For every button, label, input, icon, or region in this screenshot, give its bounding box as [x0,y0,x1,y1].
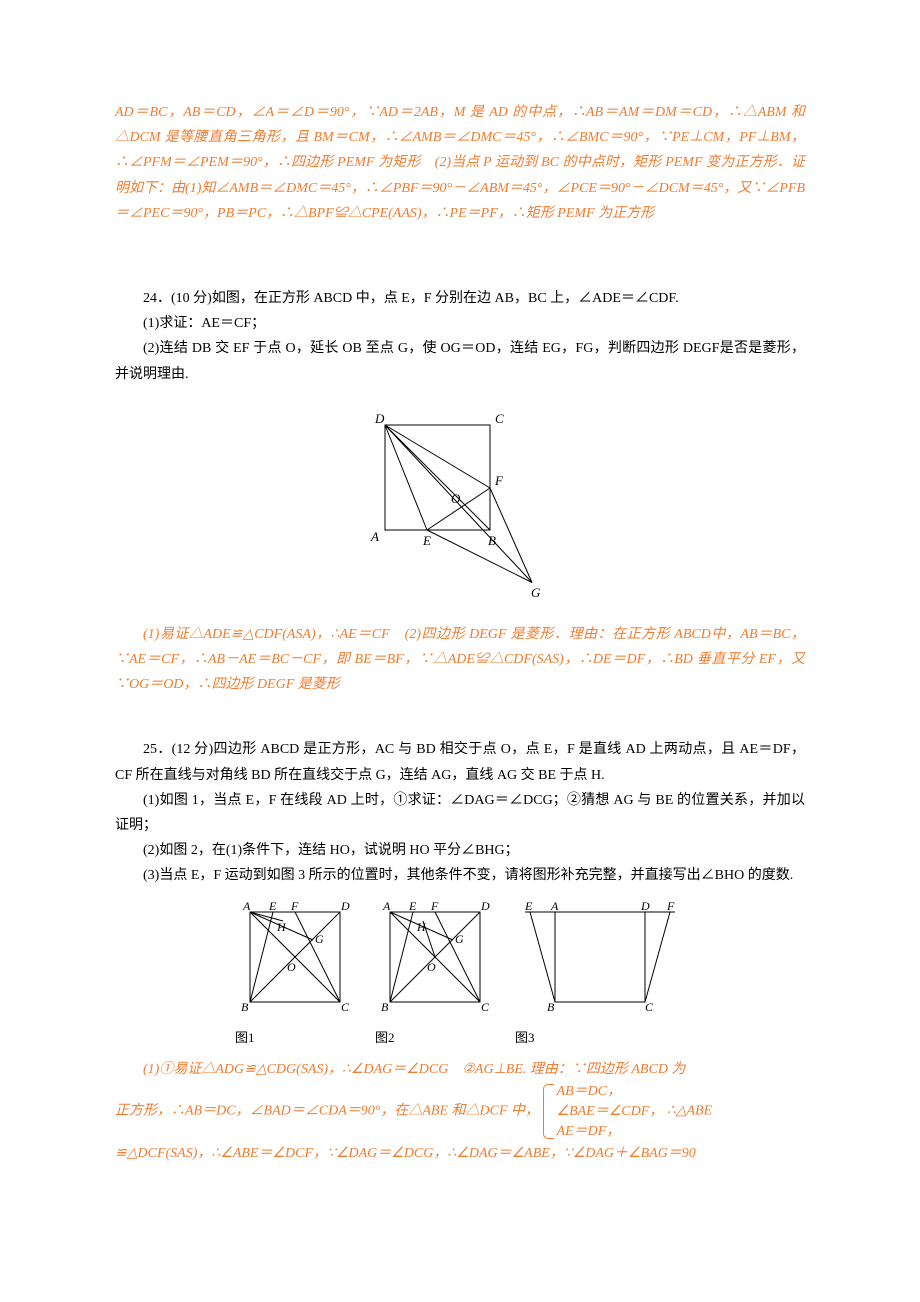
svg-text:B: B [241,1000,249,1014]
spacer-1 [115,226,805,286]
svg-text:C: C [495,411,504,426]
svg-text:E: E [268,899,277,913]
q25-fig2-svg: A E F D B C O G H [375,897,495,1017]
q25-cases: AB＝DC， ∠BAE＝∠CDF， AE＝DF， [543,1082,664,1141]
svg-text:F: F [290,899,299,913]
svg-text:C: C [645,1000,654,1014]
q25-fig3-svg: E A D F B C [515,897,685,1017]
svg-text:B: B [488,533,496,548]
q25-header: 25．(12 分)四边形 ABCD 是正方形，AC 与 BD 相交于点 O，点 … [115,737,805,787]
q25-solution-p2b: ∴△ABE [667,1104,712,1119]
svg-text:D: D [340,899,350,913]
q25-fig2-container: A E F D B C O G H 图2 [375,897,495,1050]
q25-fig3-container: E A D F B C 图3 [515,897,685,1050]
svg-text:C: C [341,1000,350,1014]
q24-header: 24．(10 分)如图，在正方形 ABCD 中，点 E，F 分别在边 AB，BC… [115,286,805,311]
q25-case-2: ∠BAE＝∠CDF， [557,1102,664,1122]
svg-text:D: D [374,411,385,426]
svg-text:A: A [370,529,379,544]
svg-text:E: E [524,899,533,913]
q25-fig2-label: 图2 [375,1026,495,1049]
q24-solution: (1)易证△ADE≌△CDF(ASA)，∴AE＝CF (2)四边形 DEGF 是… [115,622,805,698]
svg-text:G: G [531,585,541,600]
svg-text:G: G [315,932,324,946]
q25-part3: (3)当点 E，F 运动到如图 3 所示的位置时，其他条件不变，请将图形补充完整… [115,863,805,888]
q24-part1: (1)求证：AE＝CF； [115,311,805,336]
svg-text:F: F [494,473,504,488]
q25-solution-p2: 正方形，∴AB＝DC，∠BAD＝∠CDA＝90°，在△ABE 和△DCF 中， … [115,1082,805,1141]
q25-solution-p1: (1)①易证△ADG≌△CDG(SAS)，∴∠DAG＝∠DCG ②AG⊥BE. … [115,1057,805,1082]
svg-text:A: A [550,899,559,913]
svg-text:D: D [640,899,650,913]
q25-case-3: AE＝DF， [557,1122,664,1142]
svg-text:B: B [547,1000,555,1014]
q25-fig1-label: 图1 [235,1026,355,1049]
svg-text:F: F [666,899,675,913]
svg-text:A: A [242,899,251,913]
svg-text:C: C [481,1000,490,1014]
svg-text:B: B [381,1000,389,1014]
svg-text:A: A [382,899,391,913]
svg-text:F: F [430,899,439,913]
svg-text:O: O [287,960,296,974]
spacer-2 [115,697,805,737]
q25-part2: (2)如图 2，在(1)条件下，连结 HO，试说明 HO 平分∠BHG； [115,838,805,863]
q25-fig1-svg: A E F D B C O G H [235,897,355,1017]
q24-part2: (2)连结 DB 交 EF 于点 O，延长 OB 至点 G，使 OG＝OD，连结… [115,336,805,386]
svg-text:G: G [455,932,464,946]
svg-text:O: O [427,960,436,974]
q25-solution-p2a: 正方形，∴AB＝DC，∠BAD＝∠CDA＝90°，在△ABE 和△DCF 中， [115,1104,539,1119]
svg-text:E: E [422,533,431,548]
q25-part1: (1)如图 1，当点 E，F 在线段 AD 上时，①求证：∠DAG＝∠DCG；②… [115,788,805,838]
svg-text:H: H [416,920,427,934]
q25-solution-p3: ≌△DCF(SAS)，∴∠ABE＝∠DCF，∵∠DAG＝∠DCG，∴∠DAG＝∠… [115,1141,805,1166]
q24-figure-svg: D C A B E F O G [355,395,565,605]
svg-text:O: O [451,491,461,506]
svg-text:D: D [480,899,490,913]
solution-23-text: AD＝BC，AB＝CD，∠A＝∠D＝90°，∵AD＝2AB，M 是 AD 的中点… [115,100,805,226]
q25-case-1: AB＝DC， [557,1082,664,1102]
svg-text:H: H [276,920,287,934]
svg-text:E: E [408,899,417,913]
q25-fig1-container: A E F D B C O G H 图1 [235,897,355,1050]
q25-figures: A E F D B C O G H 图1 A E F D B C O [115,897,805,1050]
q24-figure: D C A B E F O G [115,395,805,614]
q25-fig3-label: 图3 [515,1026,685,1049]
